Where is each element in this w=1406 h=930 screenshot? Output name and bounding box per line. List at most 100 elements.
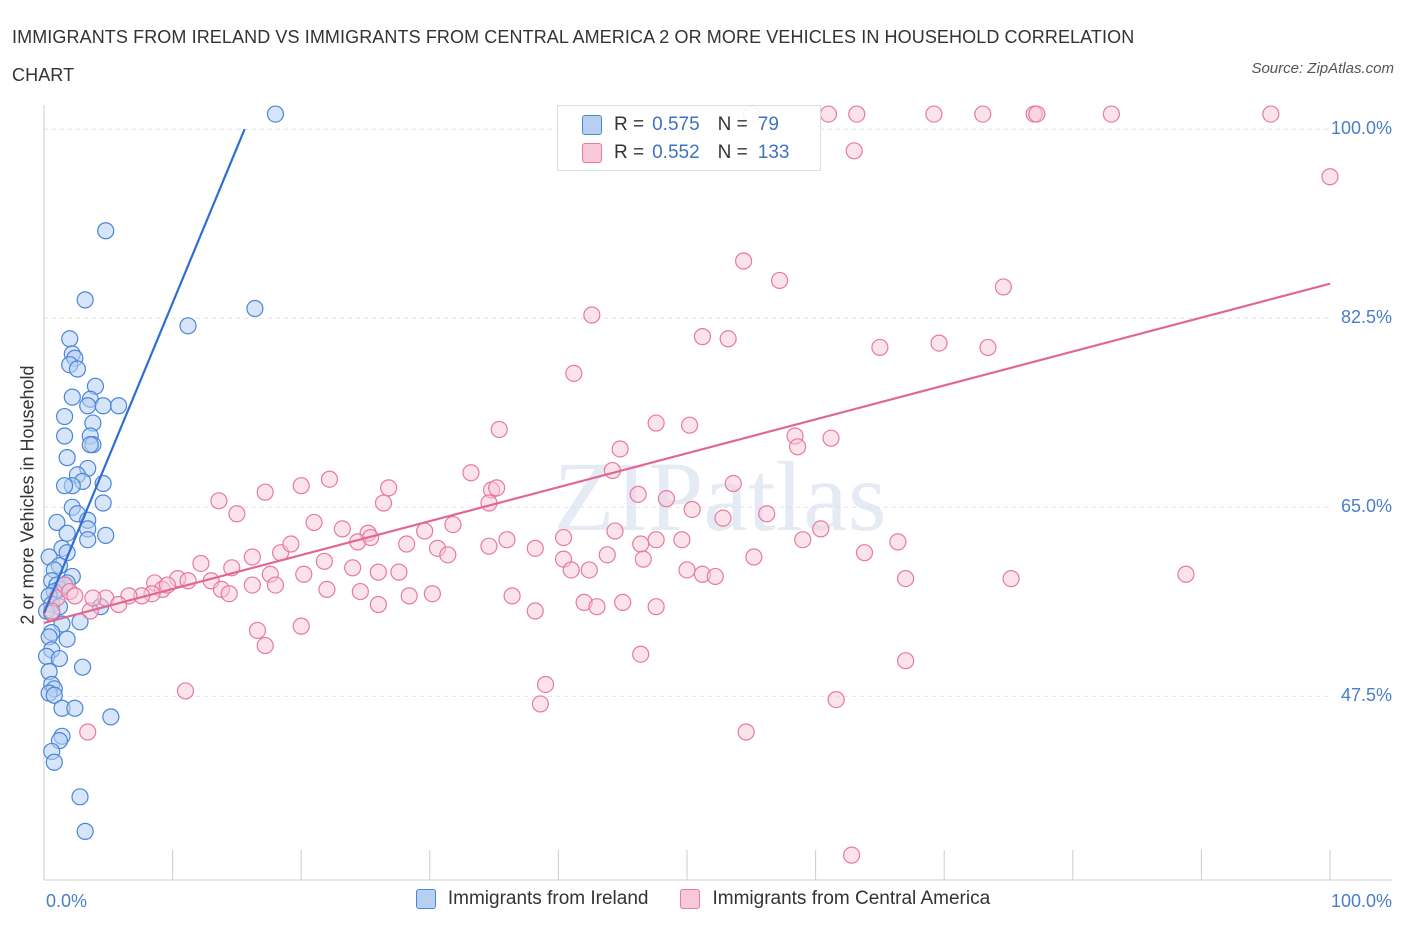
point-central-america <box>488 479 506 497</box>
legend-n-value: 133 <box>757 142 790 163</box>
point-central-america <box>439 546 457 564</box>
legend-label-ireland: Immigrants from Ireland <box>447 888 649 909</box>
point-ireland <box>61 330 79 348</box>
point-central-america <box>845 142 863 160</box>
legend-r-value: 0.552 <box>652 142 700 163</box>
x-tick-label-max: 100.0% <box>1330 891 1392 911</box>
point-central-america <box>462 464 480 482</box>
point-central-america <box>192 554 210 573</box>
point-central-america <box>266 576 285 594</box>
point-ireland <box>246 299 264 318</box>
y-tick-label: 100.0% <box>1330 118 1392 139</box>
point-central-america <box>822 429 840 447</box>
point-ireland <box>58 449 76 467</box>
point-central-america <box>480 537 498 555</box>
point-ireland <box>81 436 99 454</box>
point-central-america <box>562 561 580 579</box>
point-central-america <box>930 334 948 352</box>
point-central-america <box>606 522 624 540</box>
point-central-america <box>855 544 874 562</box>
point-central-america <box>423 585 441 603</box>
point-central-america <box>974 105 992 123</box>
source-label: Source: ZipAtlas.com <box>1251 60 1394 77</box>
point-central-america <box>292 617 310 635</box>
y-tick-label: 82.5% <box>1340 307 1392 328</box>
point-central-america <box>647 531 665 549</box>
point-ireland <box>94 397 112 415</box>
series-legend: Immigrants from Ireland Immigrants from … <box>0 888 1406 910</box>
point-central-america <box>398 535 416 553</box>
point-central-america <box>526 539 544 557</box>
point-central-america <box>693 328 712 346</box>
point-ireland <box>68 360 87 378</box>
point-ireland <box>50 649 69 668</box>
point-central-america <box>745 548 763 566</box>
legend-row-central-america: R = 0.552 N = 133 <box>582 141 789 165</box>
point-central-america <box>176 682 195 700</box>
point-central-america <box>315 552 333 570</box>
trend-lines <box>42 128 1331 624</box>
legend-row-ireland: R = 0.575 N = 79 <box>582 113 779 137</box>
point-central-america <box>714 509 732 527</box>
point-central-america <box>295 565 313 583</box>
legend-item-central-america: Immigrants from Central America <box>680 888 990 910</box>
point-central-america <box>770 271 789 290</box>
point-ireland <box>109 397 128 415</box>
point-central-america <box>374 494 393 512</box>
point-central-america <box>565 364 583 382</box>
point-ireland <box>58 524 76 542</box>
point-central-america <box>498 531 516 549</box>
point-central-america <box>683 500 701 519</box>
point-central-america <box>210 492 228 510</box>
y-tick-label: 65.0% <box>1340 496 1392 517</box>
legend-r-value: 0.575 <box>652 114 700 135</box>
point-central-america <box>737 723 755 741</box>
point-ireland <box>76 822 94 840</box>
point-central-america <box>243 576 261 594</box>
point-central-america <box>369 563 387 581</box>
legend-n-label: N = <box>717 114 748 135</box>
point-ireland <box>71 788 89 806</box>
point-central-america <box>1002 570 1020 588</box>
point-central-america <box>66 587 84 605</box>
point-central-america <box>333 520 351 538</box>
point-central-america <box>531 695 549 713</box>
point-central-america <box>369 595 387 614</box>
point-central-america <box>889 533 907 551</box>
point-central-america <box>788 438 807 456</box>
point-central-america <box>256 483 274 501</box>
point-central-america <box>588 598 606 616</box>
point-central-america <box>400 587 418 605</box>
point-ireland <box>94 494 112 512</box>
legend-r-label: R = <box>614 142 645 163</box>
point-central-america <box>678 561 696 579</box>
legend-r-label: R = <box>614 114 645 135</box>
trend-line-central-america <box>43 282 1331 624</box>
legend-swatch-central-america <box>680 889 701 909</box>
point-central-america <box>647 414 665 432</box>
point-central-america <box>320 470 339 488</box>
point-central-america <box>390 563 408 581</box>
point-central-america <box>925 105 943 123</box>
point-central-america <box>1102 105 1120 123</box>
point-central-america <box>724 474 742 493</box>
point-ireland <box>45 686 63 704</box>
watermark: ZIPatlas <box>553 441 886 552</box>
y-tick-label: 47.5% <box>1340 685 1392 706</box>
point-central-america <box>647 598 665 616</box>
point-central-america <box>794 531 812 549</box>
legend-label-central-america: Immigrants from Central America <box>712 888 991 909</box>
point-central-america <box>614 593 632 611</box>
point-central-america <box>503 587 521 605</box>
point-central-america <box>758 505 776 523</box>
point-central-america <box>598 546 616 564</box>
point-central-america <box>79 723 97 741</box>
point-ireland <box>179 317 197 335</box>
point-ireland <box>66 699 84 717</box>
point-central-america <box>734 252 753 270</box>
legend-n-label: N = <box>717 142 748 163</box>
point-central-america <box>344 559 362 577</box>
legend-swatch-ireland <box>415 889 436 909</box>
point-central-america <box>444 515 462 534</box>
point-central-america <box>256 636 274 655</box>
